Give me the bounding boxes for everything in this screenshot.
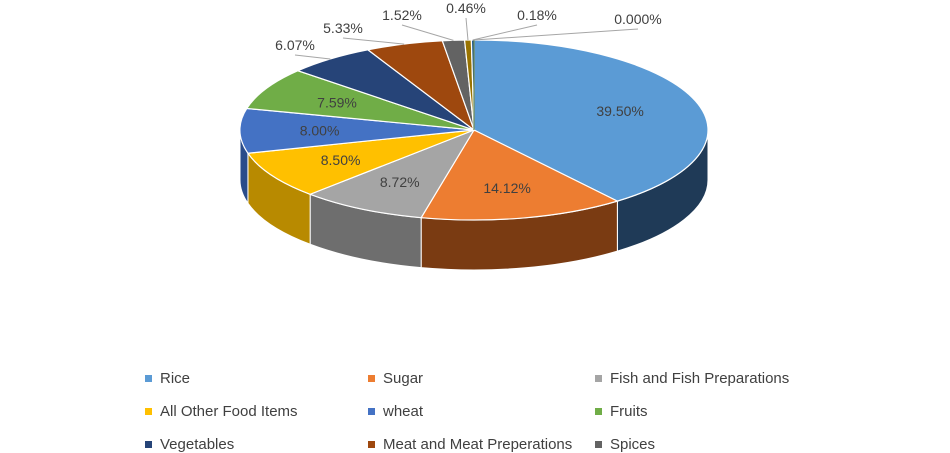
leader-line	[401, 24, 454, 41]
data-label: 8.00%	[300, 123, 340, 139]
pie-slice-sugar	[420, 129, 620, 221]
leader-line	[342, 37, 405, 45]
data-label: 8.72%	[380, 174, 420, 190]
data-label: 6.07%	[275, 37, 315, 53]
pie-slice-fruits	[245, 70, 475, 131]
data-label: 5.33%	[323, 20, 363, 36]
leader-line	[465, 17, 469, 41]
pie-top-faces	[239, 39, 709, 221]
data-label: 0.000%	[614, 11, 661, 27]
pie-slice-all-other-food-items	[246, 129, 475, 195]
leader-line	[294, 54, 331, 60]
data-label: 0.18%	[517, 7, 557, 23]
pie-slice-wheat	[239, 107, 475, 154]
pie-side-walls	[239, 129, 709, 271]
data-label: 39.50%	[596, 103, 643, 119]
data-label: 7.59%	[317, 95, 357, 111]
pie-data-labels: 39.50% 14.12% 8.72% 8.50% 8.00% 7.59% 6.07% 5.3…	[275, 0, 662, 196]
data-label: 1.52%	[382, 7, 422, 23]
pie-slice-rice	[473, 39, 709, 202]
pie-slice-fish-and-fish-preparations	[308, 128, 476, 219]
data-label: 14.12%	[483, 180, 530, 196]
leader-line	[473, 28, 639, 41]
data-label: 8.50%	[321, 152, 361, 168]
data-label: 0.46%	[446, 0, 486, 16]
leader-line	[472, 24, 538, 41]
